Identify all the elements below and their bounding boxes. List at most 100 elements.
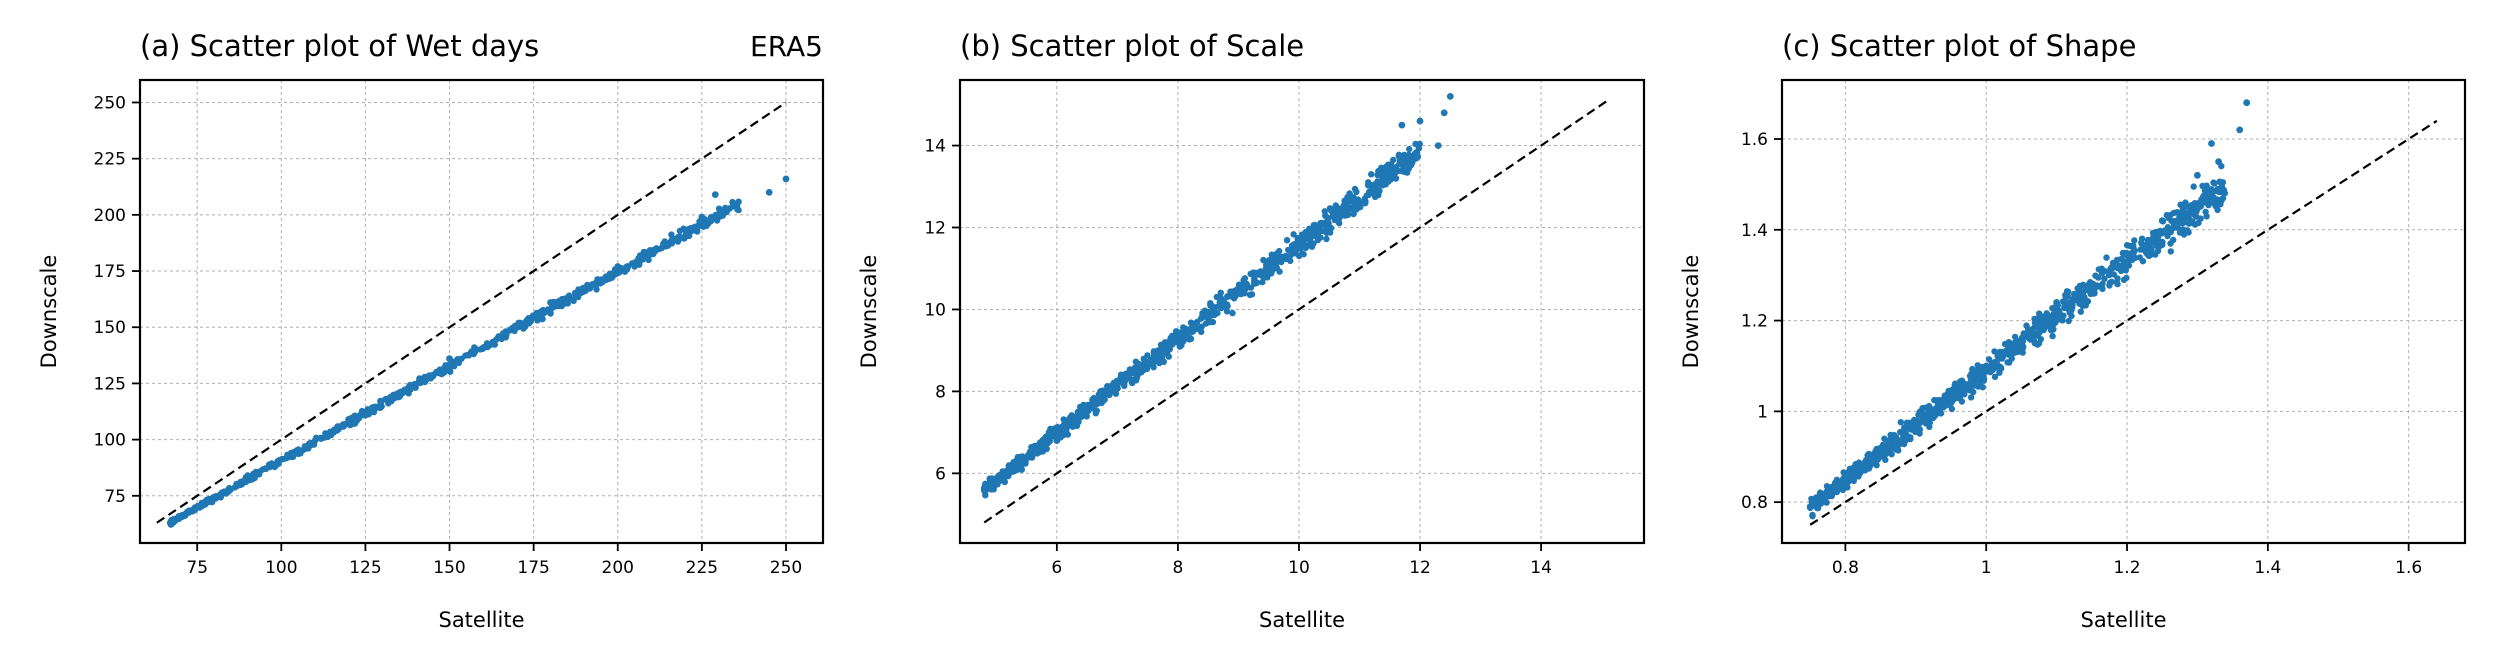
data-point [194, 502, 202, 510]
data-point [1270, 261, 1277, 269]
data-point [570, 297, 577, 304]
data-point [1020, 454, 1027, 461]
data-point [378, 398, 385, 405]
data-point [2138, 235, 2146, 242]
data-point [631, 263, 638, 270]
data-point [624, 265, 631, 272]
data-point [2215, 158, 2223, 166]
data-point [1991, 373, 1999, 380]
data-point [511, 327, 518, 335]
data-point [1852, 461, 1859, 468]
data-point [544, 308, 551, 315]
data-point [387, 393, 394, 400]
data-point [2122, 267, 2129, 274]
data-point [1152, 352, 1159, 360]
data-point [2110, 263, 2118, 270]
data-point [438, 370, 445, 378]
data-point [1873, 450, 1881, 457]
data-point [711, 191, 719, 199]
x-tick-label: 8 [1172, 558, 1183, 578]
y-axis-label: Downscale [857, 255, 881, 369]
data-point [1969, 365, 1976, 373]
data-point [362, 410, 369, 417]
data-point [1180, 324, 1187, 331]
data-point [1979, 372, 1987, 379]
data-point [2176, 213, 2183, 220]
data-point [1313, 233, 1320, 240]
data-point [1174, 338, 1182, 346]
data-point [2194, 171, 2201, 179]
panel-2: 0.8 1 1.2 1.4 1.6 0.8 1 1.2 1.4 1.6 (c) Scatter pl… [1679, 29, 2467, 632]
data-point [1076, 407, 1084, 414]
data-point [1440, 109, 1448, 117]
data-point [1003, 469, 1010, 477]
data-point [664, 242, 671, 249]
data-point [2076, 298, 2084, 305]
data-point [1214, 309, 1221, 317]
data-point [1295, 244, 1303, 252]
data-point [706, 218, 714, 225]
data-point [1218, 304, 1225, 312]
data-point [1326, 205, 1334, 212]
data-point [2036, 329, 2043, 337]
data-point [680, 225, 687, 232]
data-point [185, 507, 193, 514]
data-point [701, 221, 708, 228]
y-tick-label: 1.2 [1741, 312, 1768, 332]
data-point [2211, 180, 2218, 187]
data-point [525, 315, 532, 322]
data-point [2139, 258, 2147, 265]
y-axis-label: Downscale [1679, 255, 1703, 369]
data-point [2123, 251, 2130, 258]
data-point [2052, 319, 2059, 326]
data-point [1207, 300, 1214, 307]
x-tick-label: 10 [1288, 558, 1310, 578]
data-point [2011, 346, 2018, 353]
y-tick-label: 250 [94, 93, 126, 113]
data-point [2201, 199, 2209, 206]
data-point [1392, 174, 1400, 182]
data-point [1406, 145, 1413, 153]
data-point [1287, 257, 1294, 264]
data-point [2028, 326, 2036, 333]
panel-1: 6 8 10 12 14 6 8 10 12 14 (b) Scatter plot of Scal… [857, 29, 1646, 632]
data-point [180, 512, 188, 520]
data-point [2165, 214, 2172, 221]
data-point [2207, 190, 2214, 198]
data-point [1101, 396, 1108, 403]
x-tick-label: 125 [349, 558, 381, 578]
data-point [2161, 227, 2168, 234]
data-point [671, 237, 678, 244]
data-point [2236, 126, 2244, 134]
data-point [1356, 199, 1364, 206]
data-point [1897, 419, 1905, 426]
data-point [1307, 228, 1314, 236]
data-point [1413, 153, 1420, 160]
data-point [2137, 246, 2144, 253]
y-axis-label: Downscale [37, 255, 61, 369]
data-point [242, 478, 250, 486]
data-point [1368, 171, 1375, 178]
data-point [1412, 140, 1419, 148]
data-point [653, 245, 660, 252]
data-point [2199, 182, 2206, 190]
data-point [2193, 208, 2200, 215]
data-point [1248, 291, 1256, 298]
data-point [2023, 322, 2030, 329]
data-point [2208, 140, 2215, 147]
data-point [1276, 268, 1283, 275]
data-point [988, 475, 996, 482]
data-point [1969, 374, 1977, 381]
data-point [1237, 290, 1245, 298]
data-point [1982, 362, 1990, 370]
data-point [1865, 458, 1873, 465]
data-point [2114, 280, 2121, 288]
data-point [1230, 290, 1237, 298]
scatter-points [166, 175, 790, 528]
data-point [2154, 234, 2162, 241]
data-point [2217, 201, 2224, 208]
x-tick-label: 0.8 [1832, 558, 1859, 578]
data-point [1237, 283, 1244, 290]
data-point [2167, 248, 2174, 255]
data-point [1010, 463, 1017, 470]
